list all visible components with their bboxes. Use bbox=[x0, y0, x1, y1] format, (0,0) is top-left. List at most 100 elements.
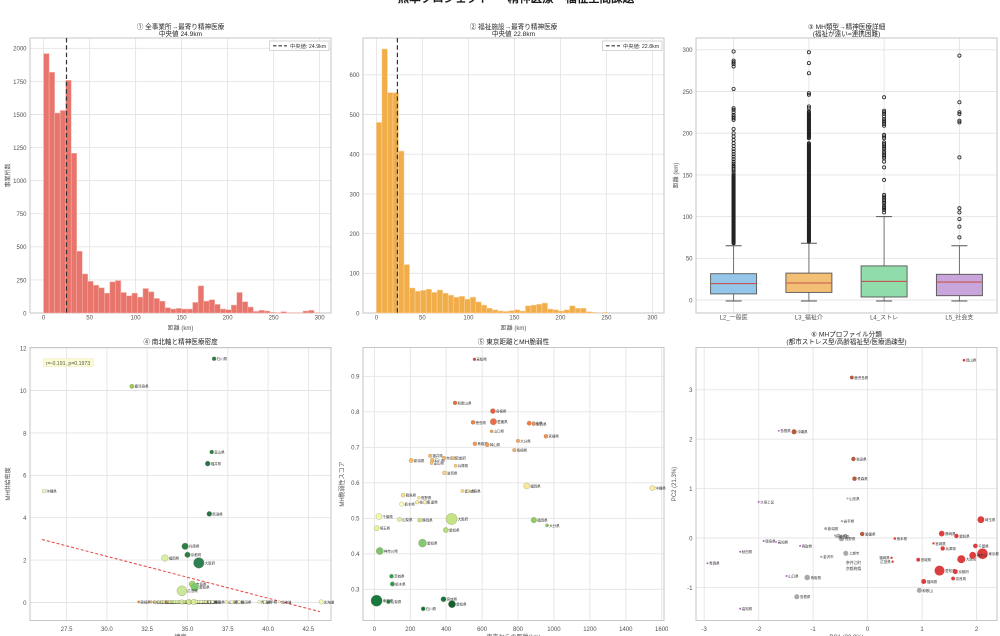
svg-text:愛知県: 愛知県 bbox=[449, 527, 460, 532]
svg-text:奈良県: 奈良県 bbox=[196, 582, 207, 587]
svg-text:秋田県: 秋田県 bbox=[856, 456, 867, 461]
svg-text:200: 200 bbox=[405, 627, 416, 633]
svg-text:500: 500 bbox=[349, 113, 360, 119]
svg-text:2: 2 bbox=[975, 627, 979, 633]
svg-text:鳥取県: 鳥取県 bbox=[477, 441, 488, 446]
svg-text:6: 6 bbox=[23, 474, 27, 480]
svg-text:熊本県: 熊本県 bbox=[897, 536, 908, 541]
svg-text:37.5: 37.5 bbox=[222, 627, 234, 633]
svg-text:0.4: 0.4 bbox=[351, 552, 360, 558]
svg-text:0: 0 bbox=[373, 627, 377, 633]
svg-text:福島県: 福島県 bbox=[211, 599, 222, 604]
svg-text:100: 100 bbox=[682, 215, 693, 221]
svg-text:長崎県: 長崎県 bbox=[517, 448, 528, 453]
svg-text:300: 300 bbox=[315, 316, 326, 322]
svg-text:1400: 1400 bbox=[619, 627, 633, 633]
svg-text:石川県: 石川県 bbox=[426, 606, 437, 611]
svg-text:北海道: 北海道 bbox=[281, 599, 292, 604]
svg-text:4: 4 bbox=[23, 516, 27, 522]
svg-text:MH供給密度: MH供給密度 bbox=[4, 467, 12, 500]
svg-text:栃木県: 栃木県 bbox=[404, 502, 415, 507]
svg-text:300: 300 bbox=[647, 316, 658, 322]
svg-text:新潟県: 新潟県 bbox=[414, 458, 425, 463]
svg-text:長野県: 長野県 bbox=[845, 536, 856, 541]
svg-text:福岡県: 福岡県 bbox=[169, 555, 180, 560]
svg-text:0: 0 bbox=[375, 316, 379, 322]
svg-text:青森県: 青森県 bbox=[261, 599, 272, 604]
svg-text:大分県: 大分県 bbox=[549, 523, 560, 528]
svg-text:新潟県: 新潟県 bbox=[828, 526, 839, 531]
svg-text:兵庫県: 兵庫県 bbox=[946, 546, 957, 551]
svg-text:1250: 1250 bbox=[13, 146, 27, 152]
svg-text:福井県: 福井県 bbox=[211, 461, 222, 466]
svg-text:富山県: 富山県 bbox=[214, 449, 225, 454]
svg-text:② 福祉施設→最寄り精神医療: ② 福祉施設→最寄り精神医療 bbox=[470, 22, 558, 31]
svg-text:-1: -1 bbox=[810, 627, 816, 633]
svg-text:L5_社会支: L5_社会支 bbox=[945, 314, 973, 322]
svg-text:宮城県: 宮城県 bbox=[935, 541, 946, 546]
svg-text:150: 150 bbox=[682, 173, 693, 179]
svg-text:京都府県: 京都府県 bbox=[846, 566, 861, 571]
svg-text:32.5: 32.5 bbox=[141, 627, 153, 633]
svg-text:1200: 1200 bbox=[583, 627, 597, 633]
svg-text:50: 50 bbox=[419, 316, 426, 322]
svg-text:山梨県: 山梨県 bbox=[391, 599, 402, 604]
svg-text:距離 (km): 距離 (km) bbox=[168, 324, 194, 332]
svg-text:和歌山県: 和歌山県 bbox=[458, 400, 472, 405]
svg-text:鹿児島県: 鹿児島県 bbox=[854, 375, 868, 380]
svg-text:宮崎県: 宮崎県 bbox=[548, 434, 559, 439]
svg-text:27.5: 27.5 bbox=[61, 627, 73, 633]
svg-text:宮城県: 宮城県 bbox=[447, 597, 458, 602]
svg-text:35.0: 35.0 bbox=[182, 627, 194, 633]
svg-text:山口県: 山口県 bbox=[494, 429, 505, 434]
svg-text:中央値: 22.8km: 中央値: 22.8km bbox=[623, 42, 660, 50]
svg-text:100: 100 bbox=[463, 316, 474, 322]
svg-text:岡山県: 岡山県 bbox=[966, 358, 977, 363]
svg-text:1750: 1750 bbox=[13, 80, 27, 86]
svg-text:距離 (km): 距離 (km) bbox=[501, 324, 527, 332]
svg-text:大分県: 大分県 bbox=[520, 438, 531, 443]
svg-text:滋賀県: 滋賀県 bbox=[447, 470, 458, 475]
svg-text:福岡県: 福岡県 bbox=[537, 518, 548, 523]
svg-text:東京都: 東京都 bbox=[988, 551, 999, 556]
svg-text:静岡県: 静岡県 bbox=[422, 518, 433, 523]
svg-text:山口県: 山口県 bbox=[788, 573, 799, 578]
svg-text:熊本県: 熊本県 bbox=[532, 421, 543, 426]
svg-text:東京からの距離(km): 東京からの距離(km) bbox=[487, 633, 541, 636]
svg-text:L4_ストレ: L4_ストレ bbox=[870, 315, 898, 322]
svg-text:50: 50 bbox=[86, 316, 93, 322]
svg-text:PC2 (21.3%): PC2 (21.3%) bbox=[672, 467, 678, 501]
svg-text:-3: -3 bbox=[702, 627, 708, 633]
svg-text:40.0: 40.0 bbox=[262, 627, 274, 633]
svg-text:千葉県: 千葉県 bbox=[978, 543, 989, 548]
svg-text:8: 8 bbox=[23, 431, 27, 437]
svg-text:1: 1 bbox=[689, 487, 693, 493]
svg-text:京都府: 京都府 bbox=[958, 569, 969, 574]
svg-text:250: 250 bbox=[601, 316, 612, 322]
svg-text:沖縄県: 沖縄県 bbox=[46, 489, 57, 494]
svg-text:0.6: 0.6 bbox=[351, 481, 360, 487]
svg-text:佐賀県: 佐賀県 bbox=[536, 421, 547, 426]
svg-text:大島上区: 大島上区 bbox=[760, 499, 774, 504]
svg-text:200: 200 bbox=[555, 316, 566, 322]
svg-text:青森県: 青森県 bbox=[709, 561, 720, 566]
svg-text:秋田県: 秋田県 bbox=[742, 549, 753, 554]
svg-text:1600: 1600 bbox=[655, 627, 669, 633]
svg-text:岩手県: 岩手県 bbox=[844, 519, 855, 524]
svg-text:福岡県: 福岡県 bbox=[530, 483, 541, 488]
svg-text:沖縄県: 沖縄県 bbox=[797, 429, 808, 434]
svg-text:中央値 24.9km: 中央値 24.9km bbox=[159, 29, 203, 38]
svg-text:新潟県: 新潟県 bbox=[212, 511, 223, 516]
svg-text:神奈川: 神奈川 bbox=[977, 553, 988, 558]
svg-text:750: 750 bbox=[16, 212, 27, 218]
svg-text:0: 0 bbox=[23, 601, 27, 607]
svg-text:1: 1 bbox=[920, 627, 924, 633]
svg-text:距離 (km): 距離 (km) bbox=[672, 163, 680, 189]
svg-text:0: 0 bbox=[689, 536, 693, 542]
svg-text:300: 300 bbox=[349, 192, 360, 198]
svg-text:福井県: 福井県 bbox=[432, 453, 443, 458]
svg-text:10: 10 bbox=[20, 389, 27, 395]
svg-text:京都府: 京都府 bbox=[191, 552, 202, 557]
svg-text:150: 150 bbox=[177, 316, 188, 322]
svg-text:金沢市: 金沢市 bbox=[823, 554, 834, 559]
